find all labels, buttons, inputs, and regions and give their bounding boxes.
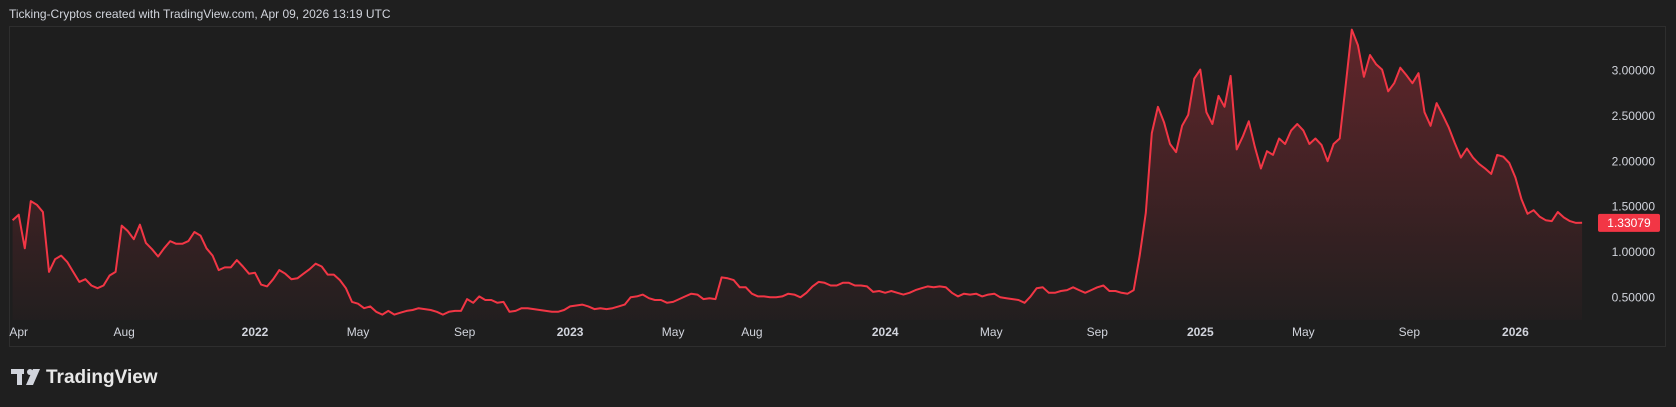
y-tick-label: 0.50000 (1612, 290, 1656, 304)
x-tick-label: 2025 (1187, 325, 1214, 339)
x-tick-label: 2026 (1502, 325, 1529, 339)
y-tick-label: 3.00000 (1612, 64, 1656, 78)
price-line (11, 28, 1583, 316)
x-tick-label: May (347, 325, 370, 339)
x-tick-label: Sep (1399, 325, 1421, 339)
y-tick-label: 1.50000 (1612, 200, 1656, 214)
x-tick-label: 2024 (872, 325, 899, 339)
x-tick-label: Sep (454, 325, 476, 339)
x-tick-label: Aug (113, 325, 134, 339)
x-tick-label: 2022 (242, 325, 269, 339)
y-tick-label: 2.00000 (1612, 154, 1656, 168)
x-tick-label: 2023 (557, 325, 584, 339)
last-price-box (1598, 213, 1660, 232)
x-tick-label: May (662, 325, 685, 339)
brand-logo: TradingView (11, 367, 158, 388)
area (12, 29, 1583, 320)
x-tick-label: Apr (9, 325, 28, 339)
plot: 0.50000 1.00000 1.50000 2.00000 2.50000 3.000… (9, 28, 1660, 339)
brand-name: TradingView (46, 367, 158, 388)
last-price-label: 1.33079 (1607, 216, 1651, 230)
logo-slash (26, 369, 40, 385)
x-tick-label: Sep (1087, 325, 1109, 339)
y-tick-label: 1.00000 (1612, 245, 1656, 259)
logo-stem (17, 369, 22, 385)
y-tick-label: 2.50000 (1612, 109, 1656, 123)
chart-title: Ticking-Cryptos created with TradingView… (9, 7, 391, 21)
x-tick-label: Aug (741, 325, 762, 339)
x-tick-label: May (1292, 325, 1315, 339)
x-tick-label: May (980, 325, 1003, 339)
